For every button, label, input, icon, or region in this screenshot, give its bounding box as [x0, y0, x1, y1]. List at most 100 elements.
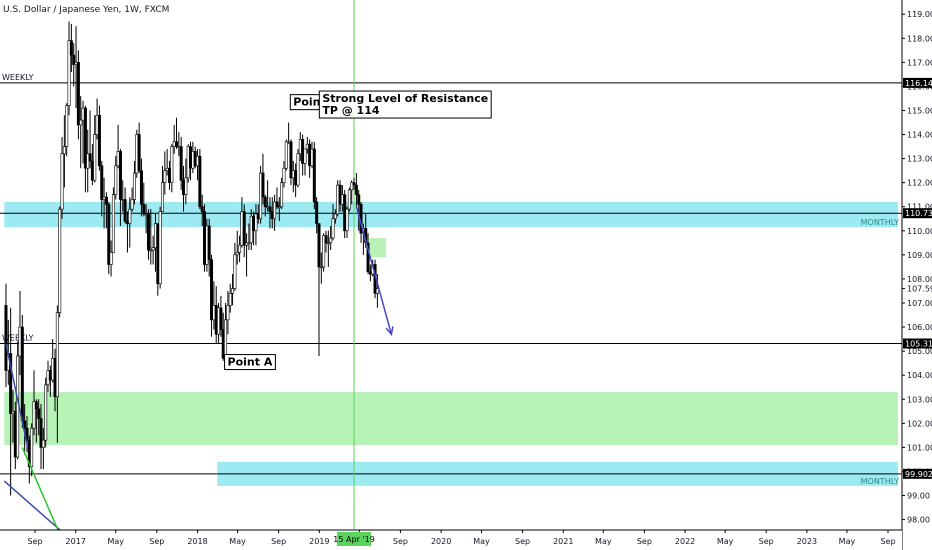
candle[interactable] [238, 235, 242, 263]
candle[interactable] [163, 151, 167, 195]
candle[interactable] [198, 148, 202, 210]
price-axis-background[interactable] [902, 0, 932, 550]
candle[interactable] [319, 252, 323, 284]
candle[interactable] [357, 189, 361, 231]
candle[interactable] [275, 187, 279, 210]
candle[interactable] [263, 194, 267, 217]
candle[interactable] [254, 204, 258, 246]
candle[interactable] [235, 230, 239, 265]
candle[interactable] [20, 315, 24, 429]
candle[interactable] [184, 158, 188, 205]
candle[interactable] [277, 197, 281, 222]
candle[interactable] [273, 194, 277, 231]
candle[interactable] [130, 187, 134, 212]
candle[interactable] [149, 209, 153, 265]
candle[interactable] [107, 201, 111, 275]
candle[interactable] [329, 225, 333, 251]
candle[interactable] [39, 404, 43, 470]
time-axis[interactable]: Sep 2017 May Sep 2018 May Sep 2019 May Sep 2020 May… [27, 530, 896, 546]
candle[interactable] [174, 117, 178, 149]
candle[interactable] [210, 254, 214, 337]
candle[interactable] [322, 233, 326, 272]
candle[interactable] [4, 283, 8, 388]
candle[interactable] [55, 305, 59, 443]
candle[interactable] [32, 370, 36, 436]
candle[interactable] [226, 290, 230, 335]
candle[interactable] [219, 295, 223, 337]
candle[interactable] [352, 177, 356, 190]
candle[interactable] [76, 50, 80, 140]
candle[interactable] [261, 153, 265, 205]
candle[interactable] [228, 283, 232, 313]
candle[interactable] [58, 206, 62, 318]
candle[interactable] [72, 43, 76, 87]
candle[interactable] [280, 177, 284, 210]
candle[interactable] [282, 161, 286, 188]
candle[interactable] [296, 148, 300, 188]
zone-target-box[interactable] [369, 238, 387, 258]
time-axis-background[interactable] [0, 530, 902, 550]
candle[interactable] [67, 21, 71, 116]
candle[interactable] [137, 122, 141, 174]
candle[interactable] [350, 180, 354, 205]
candle[interactable] [158, 206, 162, 289]
candle[interactable] [79, 96, 83, 169]
trendline-recent-trendline-blue[interactable] [5, 343, 29, 448]
candle[interactable] [44, 377, 48, 448]
candle[interactable] [170, 144, 174, 193]
price-axis[interactable]: 98.0099.00100.00101.00102.00103.00104.00… [902, 10, 932, 525]
candle[interactable] [315, 197, 319, 234]
candle[interactable] [231, 274, 235, 306]
candle[interactable] [347, 187, 351, 212]
candle[interactable] [247, 223, 251, 251]
candle[interactable] [104, 192, 108, 229]
trendline-recent-trendline-green[interactable] [21, 447, 63, 540]
zone-monthly-upper[interactable] [4, 201, 899, 228]
candle[interactable] [366, 233, 370, 275]
candle[interactable] [60, 136, 64, 219]
candle[interactable] [324, 230, 328, 253]
candle[interactable] [123, 187, 127, 224]
candle[interactable] [34, 399, 38, 443]
candle[interactable] [233, 242, 237, 291]
candle[interactable] [37, 399, 41, 436]
candle[interactable] [65, 103, 69, 157]
candle[interactable] [312, 141, 316, 210]
candle[interactable] [207, 218, 211, 277]
annotation-point-a[interactable]: Point A [224, 354, 276, 371]
candle[interactable] [284, 139, 288, 171]
zone-demand-zone[interactable] [4, 392, 899, 445]
candle[interactable] [354, 173, 358, 207]
candle[interactable] [289, 139, 293, 186]
candle[interactable] [128, 197, 132, 248]
candle[interactable] [100, 161, 104, 217]
candle[interactable] [303, 148, 307, 176]
candle[interactable] [114, 156, 118, 200]
candle[interactable] [139, 158, 143, 217]
candle[interactable] [88, 110, 92, 169]
trendline-support-trendline[interactable] [3, 480, 71, 540]
candle[interactable] [132, 161, 136, 205]
candle[interactable] [200, 194, 204, 226]
candle[interactable] [179, 136, 183, 190]
candle[interactable] [41, 428, 45, 470]
candle[interactable] [111, 187, 115, 253]
candle[interactable] [268, 197, 272, 229]
candle[interactable] [93, 115, 97, 183]
candle[interactable] [142, 182, 146, 217]
candle[interactable] [146, 209, 150, 260]
candle[interactable] [375, 274, 379, 308]
candle[interactable] [62, 115, 66, 188]
candle[interactable] [69, 23, 73, 72]
candle[interactable] [9, 307, 13, 496]
candle[interactable] [333, 209, 337, 224]
candle[interactable] [331, 204, 335, 241]
candle[interactable] [97, 105, 101, 171]
candle[interactable] [109, 240, 113, 277]
candle[interactable] [83, 105, 87, 193]
candle[interactable] [160, 165, 164, 212]
candle[interactable] [151, 235, 155, 265]
candle[interactable] [118, 148, 122, 226]
